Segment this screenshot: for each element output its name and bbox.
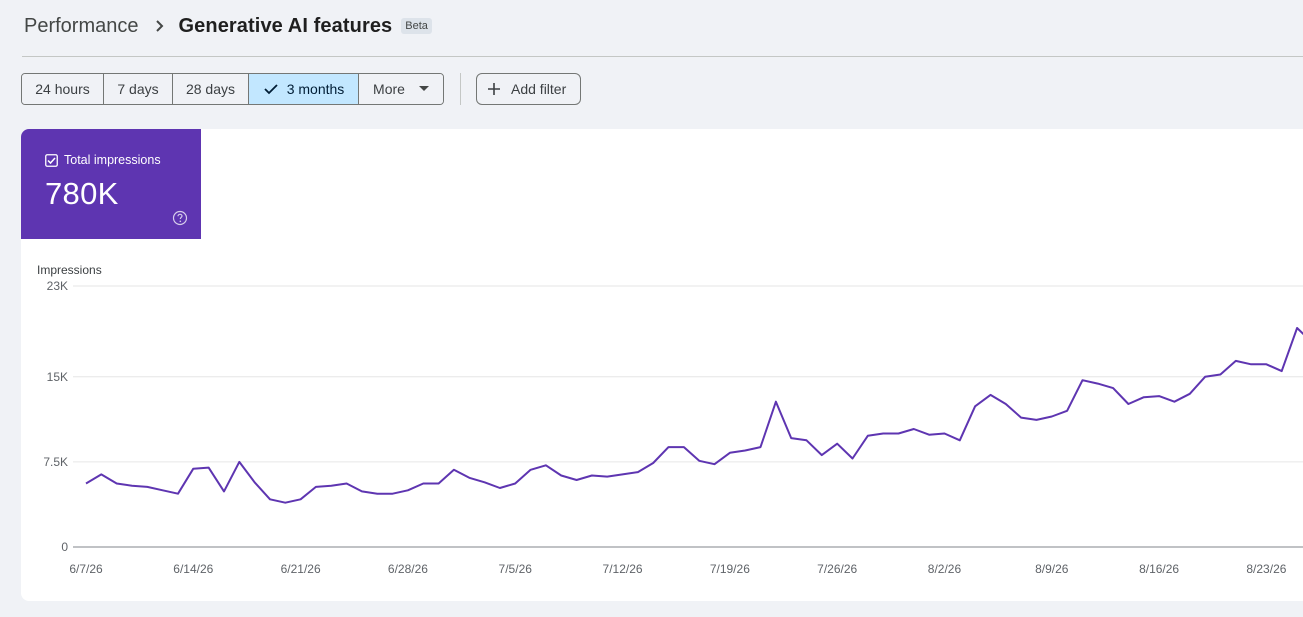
x-tick-label: 8/16/26 — [1139, 562, 1179, 576]
date-range-selector: 24 hours 7 days 28 days 3 months More — [21, 73, 444, 105]
more-ranges-dropdown[interactable]: More — [359, 74, 443, 104]
help-icon[interactable] — [172, 210, 188, 226]
x-tick-label: 8/9/26 — [1035, 562, 1069, 576]
y-tick-label: 15K — [47, 370, 68, 384]
plus-icon — [486, 81, 502, 97]
chevron-right-icon — [155, 19, 165, 33]
x-tick-label: 7/12/26 — [603, 562, 643, 576]
total-impressions-metric-card[interactable]: Total impressions 780K — [21, 129, 201, 239]
performance-card: 0 7.5K 15K 23K 6/7/26 6/14/26 6/21/26 6/28/26 7… — [21, 129, 1303, 601]
x-tick-label: 6/28/26 — [388, 562, 428, 576]
metric-label: Total impressions — [64, 153, 161, 167]
impressions-line — [85, 327, 1303, 504]
filter-bar: 24 hours 7 days 28 days 3 months More Ad… — [21, 73, 582, 105]
add-filter-label: Add filter — [511, 81, 567, 97]
y-tick-label: 7.5K — [43, 455, 68, 469]
metric-value: 780K — [45, 176, 119, 211]
breadcrumb: Performance Generative AI features Beta — [24, 12, 432, 40]
grid-layer: 0 7.5K 15K 23K — [43, 279, 1303, 554]
x-tick-label: 6/14/26 — [173, 562, 213, 576]
range-7-days-button[interactable]: 7 days — [104, 74, 173, 104]
more-label: More — [373, 81, 405, 97]
x-tick-label: 8/23/26 — [1246, 562, 1286, 576]
range-label: 24 hours — [35, 81, 90, 97]
x-tick-label: 7/5/26 — [499, 562, 533, 576]
check-icon — [264, 83, 278, 95]
beta-badge: Beta — [401, 18, 432, 34]
add-filter-button[interactable]: Add filter — [476, 73, 582, 105]
range-24-hours-button[interactable]: 24 hours — [22, 74, 104, 104]
impressions-chart: 0 7.5K 15K 23K 6/7/26 6/14/26 6/21/26 6/28/26 7… — [21, 129, 1303, 601]
dropdown-arrow-icon — [418, 86, 429, 92]
y-tick-label: 23K — [47, 279, 68, 293]
breadcrumb-performance-link[interactable]: Performance — [24, 14, 139, 37]
header-divider — [22, 56, 1303, 57]
range-28-days-button[interactable]: 28 days — [173, 74, 249, 104]
range-label: 7 days — [117, 81, 159, 97]
filter-divider — [460, 73, 461, 105]
range-label: 3 months — [286, 81, 345, 97]
range-3-months-button[interactable]: 3 months — [249, 74, 359, 104]
metric-label-row: Total impressions — [45, 153, 161, 167]
y-axis-title: Impressions — [37, 263, 102, 277]
checkbox-checked-icon[interactable] — [45, 153, 58, 167]
x-tick-label: 6/21/26 — [281, 562, 321, 576]
x-axis: 6/7/26 6/14/26 6/21/26 6/28/26 7/5/26 7/12/26… — [69, 562, 1286, 576]
range-label: 28 days — [185, 81, 236, 97]
x-tick-label: 7/26/26 — [817, 562, 857, 576]
x-tick-label: 8/2/26 — [928, 562, 962, 576]
series-layer — [85, 327, 1303, 504]
page-title: Generative AI features — [178, 14, 393, 37]
x-tick-label: 6/7/26 — [69, 562, 103, 576]
y-tick-label: 0 — [61, 540, 68, 554]
x-tick-label: 7/19/26 — [710, 562, 750, 576]
chart-svg: 0 7.5K 15K 23K 6/7/26 6/14/26 6/21/26 6/28/26 7… — [37, 263, 1303, 576]
